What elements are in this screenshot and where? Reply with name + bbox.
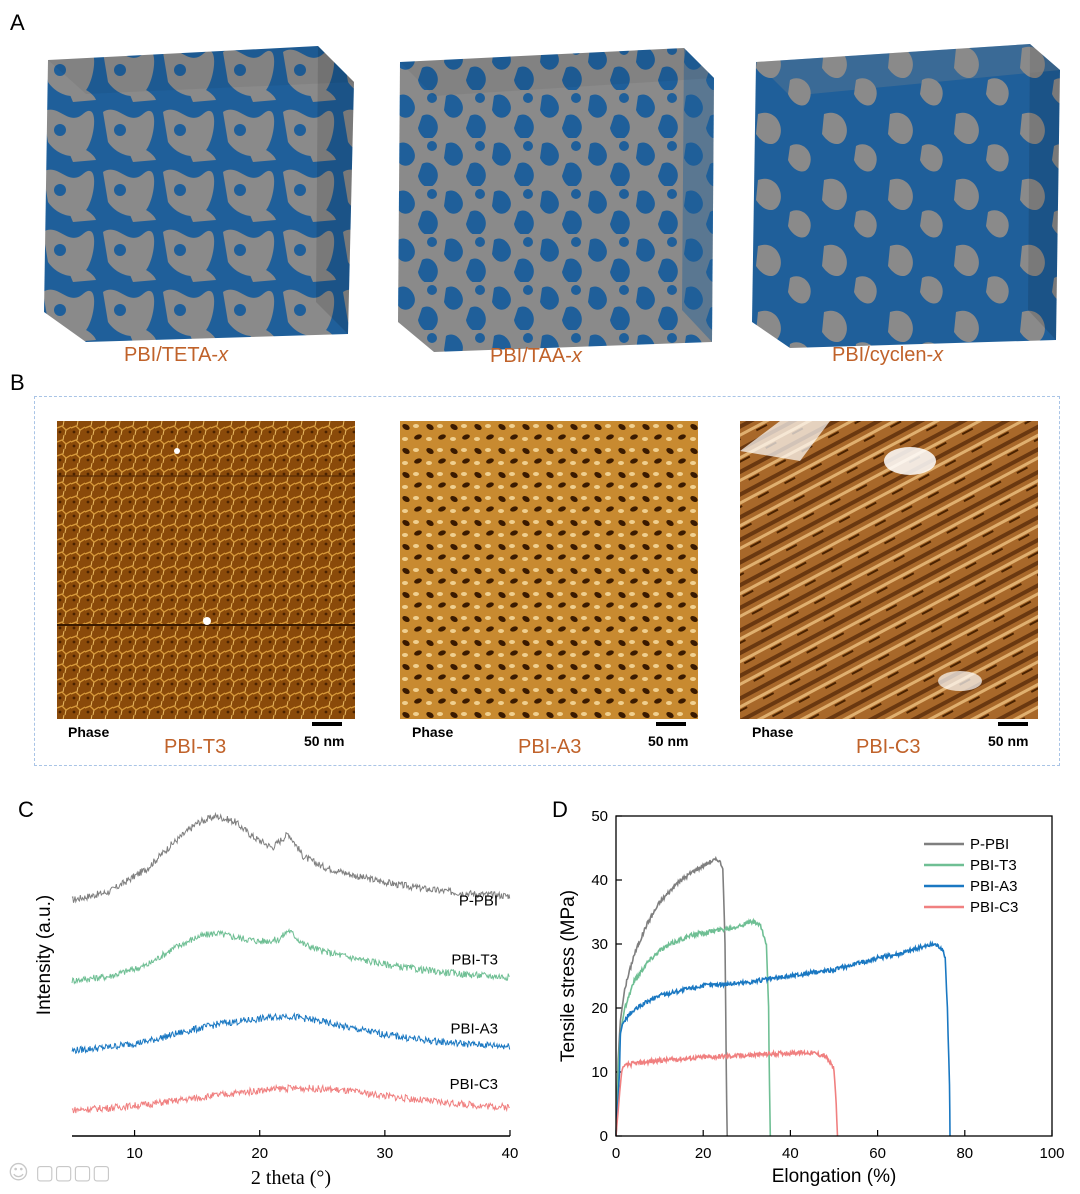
scale-bar-a3	[656, 722, 686, 726]
cube-teta	[44, 46, 354, 342]
tensile-y-tick-label: 20	[591, 1000, 608, 1017]
tensile-chart: 0 20 40 60 80 100 0 10 20 30 40 50 P-PBI PBI-T3 PBI-A…	[558, 808, 1065, 1187]
xrd-label-pbi-t3: PBI-T3	[451, 951, 498, 968]
xrd-line-pbi-c3	[71, 1083, 510, 1114]
xrd-y-label: Intensity (a.u.)	[34, 895, 55, 1015]
cube-caption-main: PBI/TETA-	[124, 344, 219, 366]
panel-label-b: B	[10, 370, 25, 395]
tensile-y-tick-label: 30	[591, 936, 608, 953]
cube-caption-main: PBI/cyclen-	[832, 344, 934, 366]
xrd-label-p-pbi: P-PBI	[459, 893, 498, 910]
afm-image-t3	[57, 421, 355, 719]
afm-frame	[34, 396, 1060, 766]
tensile-ticks: 0 20 40 60 80 100 0 10 20 30 40 50	[591, 808, 1064, 1162]
tensile-x-tick-label: 60	[869, 1145, 886, 1162]
scale-bar-c3	[998, 722, 1028, 726]
afm-name-c3: PBI-C3	[856, 736, 921, 758]
tensile-x-tick-label: 0	[612, 1145, 620, 1162]
cube-caption-taa: PBI/TAA-x	[490, 345, 582, 368]
tensile-x-label: Elongation (%)	[772, 1166, 897, 1187]
xrd-x-tick-label: 40	[502, 1145, 519, 1162]
tensile-series-group	[615, 855, 951, 1137]
scale-bar-t3	[312, 722, 342, 726]
xrd-line-pbi-a3	[71, 1011, 511, 1055]
xrd-x-label: 2 theta (°)	[251, 1167, 331, 1189]
watermark-logo: ☺ ▢▢▢▢	[8, 1160, 111, 1184]
xrd-x-tick-label: 10	[126, 1145, 143, 1162]
cube-cyclen	[752, 44, 1060, 348]
tensile-legend: P-PBI PBI-T3 PBI-A3 PBI-C3	[924, 836, 1018, 916]
scale-label-a3: 50 nm	[648, 733, 689, 749]
xrd-x-ticks: 10 20 30 40	[126, 1130, 518, 1162]
legend-label-pbi-t3: PBI-T3	[970, 857, 1017, 874]
cube-caption-italic: x	[933, 344, 944, 366]
cube-caption-cyclen: PBI/cyclen-x	[832, 344, 943, 367]
tensile-x-tick-label: 100	[1039, 1145, 1064, 1162]
tensile-y-tick-label: 0	[600, 1128, 608, 1145]
xrd-label-pbi-c3: PBI-C3	[450, 1076, 498, 1093]
tensile-y-label: Tensile stress (MPa)	[558, 890, 579, 1062]
tensile-x-tick-label: 20	[695, 1145, 712, 1162]
tensile-x-tick-label: 80	[956, 1145, 973, 1162]
scale-label-t3: 50 nm	[304, 733, 345, 749]
xrd-line-pbi-t3	[71, 928, 510, 985]
xrd-chart: 10 20 30 40 P-PBI PBI-T3 PBI-A3 PBI-C3 2 theta…	[34, 811, 518, 1189]
tensile-line-pbi-a3	[615, 940, 951, 1137]
xrd-series-labels: P-PBI PBI-T3 PBI-A3 PBI-C3	[450, 893, 498, 1093]
tensile-line-pbi-t3	[615, 917, 772, 1137]
afm-name-t3: PBI-T3	[164, 736, 227, 758]
afm-image-a3	[400, 421, 698, 719]
panel-label-a: A	[10, 10, 25, 35]
afm-image-c3	[740, 421, 1038, 719]
tensile-y-tick-label: 50	[591, 808, 608, 825]
cube-caption-teta: PBI/TETA-x	[124, 344, 228, 367]
cube-caption-italic: x	[571, 345, 582, 367]
afm-name-a3: PBI-A3	[518, 736, 582, 758]
cube-caption-main: PBI/TAA-	[490, 345, 572, 367]
panel-label-d: D	[552, 797, 568, 822]
xrd-series-group	[71, 811, 511, 1114]
legend-label-pbi-a3: PBI-A3	[970, 878, 1018, 895]
phase-label-c3: Phase	[752, 724, 794, 740]
cube-caption-italic: x	[218, 344, 229, 366]
xrd-x-tick-label: 20	[251, 1145, 268, 1162]
phase-label-t3: Phase	[68, 724, 110, 740]
panel-label-c: C	[18, 797, 34, 822]
legend-label-pbi-c3: PBI-C3	[970, 899, 1018, 916]
tensile-line-p-pbi	[615, 855, 728, 1137]
scale-label-c3: 50 nm	[988, 733, 1029, 749]
tensile-plot-frame	[615, 815, 1053, 1137]
xrd-line-p-pbi	[71, 811, 511, 904]
xrd-label-pbi-a3: PBI-A3	[450, 1020, 498, 1037]
xrd-x-tick-label: 30	[377, 1145, 394, 1162]
tensile-y-tick-label: 10	[591, 1064, 608, 1081]
legend-label-p-pbi: P-PBI	[970, 836, 1009, 853]
tensile-line-pbi-c3	[615, 1048, 839, 1137]
phase-label-a3: Phase	[412, 724, 454, 740]
tensile-x-tick-label: 40	[782, 1145, 799, 1162]
tensile-y-tick-label: 40	[591, 872, 608, 889]
cube-taa	[398, 48, 714, 352]
